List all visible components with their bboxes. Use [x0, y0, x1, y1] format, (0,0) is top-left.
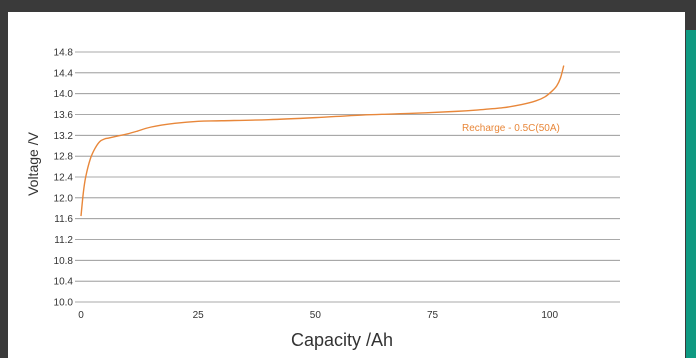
x-tick-label: 50	[310, 310, 322, 321]
chart-panel	[8, 12, 685, 358]
right-accent-bar	[686, 30, 696, 358]
top-bar	[0, 0, 696, 12]
y-axis-title: Voltage /V	[25, 131, 41, 195]
y-tick-label: 12.4	[54, 173, 74, 184]
y-tick-label: 11.6	[54, 214, 73, 225]
y-tick-label: 14.4	[54, 68, 74, 79]
y-tick-label: 13.2	[54, 131, 74, 142]
x-axis-title: Capacity /Ah	[291, 330, 393, 350]
series-line-recharge	[80, 65, 565, 217]
right-gutter	[685, 12, 696, 30]
x-tick-label: 100	[541, 310, 558, 321]
y-tick-label: 10.0	[54, 298, 74, 309]
y-tick-label: 11.2	[54, 235, 73, 246]
y-tick-label: 12.0	[54, 193, 74, 204]
y-tick-label: 14.0	[54, 89, 74, 100]
series-annotation: Recharge - 0.5C(50A)	[462, 123, 560, 134]
y-tick-label: 12.8	[54, 152, 74, 163]
grid-lines	[75, 51, 620, 303]
y-tick-label: 10.4	[54, 277, 74, 288]
x-tick-label: 25	[193, 310, 205, 321]
y-tick-label: 10.8	[54, 256, 74, 267]
x-tick-label: 0	[78, 310, 84, 321]
x-tick-label: 75	[427, 310, 439, 321]
y-tick-label: 13.6	[54, 110, 74, 121]
y-tick-labels: 10.0 10.4 10.8 11.2 11.6 12.0 12.4 12.8 13.2 13.6…	[54, 48, 74, 309]
y-tick-label: 14.8	[54, 48, 74, 59]
x-tick-labels: 0 25 50 75 100	[78, 310, 558, 321]
series-group	[80, 65, 565, 217]
